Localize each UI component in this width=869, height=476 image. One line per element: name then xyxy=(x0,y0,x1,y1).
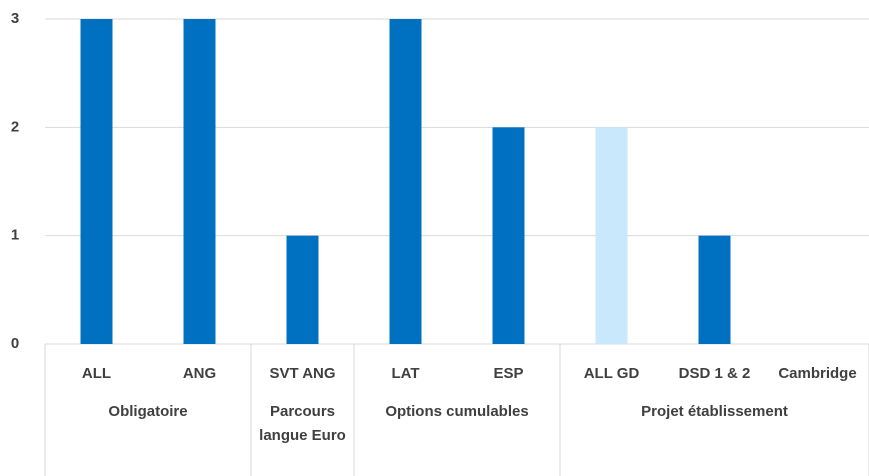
x-tick-label: SVT ANG xyxy=(269,365,335,382)
group-label: Options cumulables xyxy=(385,403,529,420)
bar xyxy=(698,235,731,344)
bar xyxy=(286,235,319,344)
bar xyxy=(492,127,525,344)
bar xyxy=(389,19,422,344)
y-tick-label: 3 xyxy=(11,10,19,27)
group-label: Parcours langue Euro xyxy=(259,403,346,444)
x-tick-label: ANG xyxy=(183,365,216,382)
x-tick-label: ALL xyxy=(82,365,111,382)
x-tick-label: ALL GD xyxy=(584,365,640,382)
group-label: Projet établissement xyxy=(641,403,788,420)
x-tick-label: LAT xyxy=(391,365,419,382)
y-tick-label: 2 xyxy=(11,118,19,135)
bar xyxy=(183,19,216,344)
y-tick-label: 0 xyxy=(11,335,19,352)
y-tick-label: 1 xyxy=(11,227,19,244)
x-tick-label: DSD 1 & 2 xyxy=(679,365,751,382)
group-label: Obligatoire xyxy=(108,403,188,420)
bar xyxy=(80,19,113,344)
x-tick-label: Cambridge xyxy=(778,365,856,382)
bar xyxy=(595,127,628,344)
x-tick-label: ESP xyxy=(493,365,523,382)
